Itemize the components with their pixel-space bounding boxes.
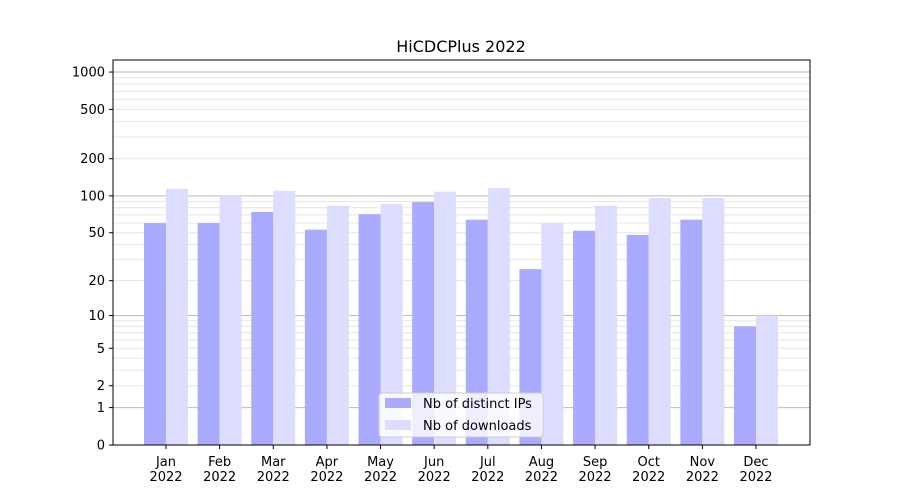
y-tick-label: 10 xyxy=(88,309,105,324)
x-tick-label-line: Sep xyxy=(583,455,608,470)
x-tick-label-line: Aug xyxy=(529,455,554,470)
x-tick-label-line: Jan xyxy=(155,455,176,470)
y-tick-label: 2 xyxy=(97,379,105,394)
y-tick-label: 200 xyxy=(80,152,105,167)
x-tick-label-line: 2022 xyxy=(632,470,665,485)
bar-downloads xyxy=(648,198,671,445)
bar-downloads xyxy=(702,198,725,445)
bar-distinct-ips xyxy=(358,214,381,445)
x-tick-label-line: 2022 xyxy=(739,470,772,485)
bar-downloads xyxy=(219,195,242,445)
plot-frame xyxy=(112,59,811,446)
bar-distinct-ips xyxy=(144,223,166,445)
y-tick-label: 1000 xyxy=(72,66,105,81)
x-tick-label: Nov 2022 xyxy=(686,455,719,485)
x-tick-label-line: 2022 xyxy=(471,470,504,485)
x-tick-label-line: Dec xyxy=(743,455,768,470)
y-tick-label: 100 xyxy=(80,189,105,204)
bar-downloads xyxy=(487,187,510,445)
legend-swatch-downloads xyxy=(385,420,411,430)
x-tick-label-line: 2022 xyxy=(149,470,182,485)
y-tick-label: 5 xyxy=(97,342,105,357)
x-tick-label: Dec 2022 xyxy=(739,455,772,485)
x-tick-label-line: Apr xyxy=(316,455,339,470)
bar-downloads xyxy=(166,188,188,445)
bar-distinct-ips xyxy=(304,229,327,445)
legend-label-ips: Nb of distinct IPs xyxy=(423,397,532,412)
x-tick-label-line: May xyxy=(367,455,394,470)
x-tick-label: Oct 2022 xyxy=(632,455,665,485)
x-tick-label-line: 2022 xyxy=(579,470,612,485)
x-tick-label-line: Jul xyxy=(479,455,496,470)
chart-title: HiCDCPlus 2022 xyxy=(396,37,526,56)
x-tick-label: Aug 2022 xyxy=(525,455,558,485)
x-tick-label-line: 2022 xyxy=(364,470,397,485)
x-tick-label-line: Mar xyxy=(261,455,286,470)
bar-downloads xyxy=(434,191,457,445)
x-tick-label: Jun 2022 xyxy=(418,455,451,485)
x-tick-label: Sep 2022 xyxy=(579,455,612,485)
bar-downloads xyxy=(595,205,618,445)
bar-distinct-ips xyxy=(251,211,274,445)
y-tick-label: 20 xyxy=(88,274,105,289)
legend: Nb of distinct IPs Nb of downloads xyxy=(378,392,544,438)
legend-swatch-ips xyxy=(385,398,411,408)
bar-downloads xyxy=(273,190,296,445)
x-tick-label: Feb 2022 xyxy=(203,455,236,485)
bar-downloads xyxy=(541,223,564,445)
y-tick-label: 50 xyxy=(88,226,105,241)
x-tick-label-line: Jun xyxy=(423,455,444,470)
x-tick-label-line: 2022 xyxy=(310,470,343,485)
x-tick-label-line: 2022 xyxy=(203,470,236,485)
x-tick-label-line: Oct xyxy=(637,455,659,470)
y-tick-label: 500 xyxy=(80,103,105,118)
bar-distinct-ips xyxy=(412,202,435,445)
x-tick-label: Jul 2022 xyxy=(471,455,504,485)
x-tick-label: May 2022 xyxy=(364,455,397,485)
bar-distinct-ips xyxy=(573,230,596,445)
x-tick-label: Apr 2022 xyxy=(310,455,343,485)
x-tick-label-line: 2022 xyxy=(257,470,290,485)
legend-label-downloads: Nb of downloads xyxy=(423,419,532,434)
x-tick-label: Mar 2022 xyxy=(257,455,290,485)
bar-distinct-ips xyxy=(197,223,220,445)
x-tick-label-line: Nov xyxy=(690,455,716,470)
y-tick-label: 0 xyxy=(97,439,105,454)
x-tick-label-line: 2022 xyxy=(525,470,558,485)
y-tick-label: 1 xyxy=(97,401,105,416)
bar-distinct-ips xyxy=(465,219,488,445)
bar-downloads xyxy=(326,205,349,445)
bar-distinct-ips xyxy=(680,219,703,445)
x-tick-label-line: 2022 xyxy=(686,470,719,485)
x-tick-label-line: Feb xyxy=(208,455,231,470)
x-tick-label-line: 2022 xyxy=(418,470,451,485)
bar-distinct-ips xyxy=(626,234,649,445)
bar-downloads xyxy=(756,315,778,445)
bar-downloads xyxy=(380,203,403,445)
x-tick-label: Jan 2022 xyxy=(149,455,182,485)
bar-distinct-ips xyxy=(734,326,756,445)
